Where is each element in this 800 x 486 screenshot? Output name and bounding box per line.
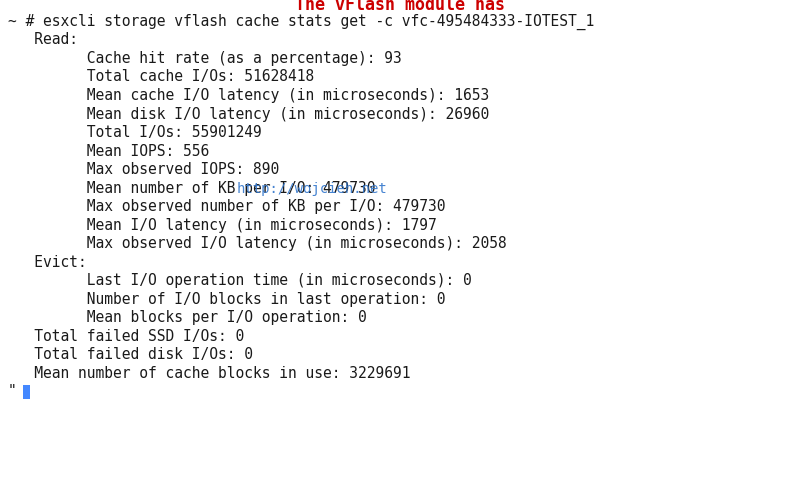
Text: Number of I/O blocks in last operation: 0: Number of I/O blocks in last operation: …: [8, 292, 446, 307]
Text: http://wojcieh.net: http://wojcieh.net: [237, 181, 387, 195]
Text: Mean number of KB per I/O: 479730: Mean number of KB per I/O: 479730: [8, 180, 375, 195]
Text: Mean blocks per I/O operation: 0: Mean blocks per I/O operation: 0: [8, 310, 366, 325]
Text: Mean IOPS: 556: Mean IOPS: 556: [8, 143, 210, 158]
Text: Total failed SSD I/Os: 0: Total failed SSD I/Os: 0: [8, 329, 244, 344]
Text: Max observed I/O latency (in microseconds): 2058: Max observed I/O latency (in microsecond…: [8, 236, 506, 251]
Text: Read:: Read:: [8, 33, 78, 48]
Bar: [22, 385, 30, 399]
Text: Mean cache I/O latency (in microseconds): 1653: Mean cache I/O latency (in microseconds)…: [8, 88, 490, 103]
Text: ": ": [8, 384, 26, 399]
Text: Max observed number of KB per I/O: 479730: Max observed number of KB per I/O: 47973…: [8, 199, 446, 214]
Text: Cache hit rate (as a percentage): 93: Cache hit rate (as a percentage): 93: [8, 51, 402, 66]
Text: The vFlash module has: The vFlash module has: [295, 0, 505, 14]
Text: ~ # esxcli storage vflash cache stats get -c vfc-495484333-IOTEST_1: ~ # esxcli storage vflash cache stats ge…: [8, 14, 594, 30]
Text: Total cache I/Os: 51628418: Total cache I/Os: 51628418: [8, 69, 314, 85]
Text: Total I/Os: 55901249: Total I/Os: 55901249: [8, 125, 262, 140]
Text: Mean I/O latency (in microseconds): 1797: Mean I/O latency (in microseconds): 1797: [8, 218, 437, 232]
Text: Last I/O operation time (in microseconds): 0: Last I/O operation time (in microseconds…: [8, 273, 472, 288]
Text: Mean number of cache blocks in use: 3229691: Mean number of cache blocks in use: 3229…: [8, 365, 410, 381]
Text: Max observed IOPS: 890: Max observed IOPS: 890: [8, 162, 279, 177]
Text: Mean disk I/O latency (in microseconds): 26960: Mean disk I/O latency (in microseconds):…: [8, 106, 490, 122]
Text: Total failed disk I/Os: 0: Total failed disk I/Os: 0: [8, 347, 253, 362]
Text: Evict:: Evict:: [8, 255, 86, 270]
